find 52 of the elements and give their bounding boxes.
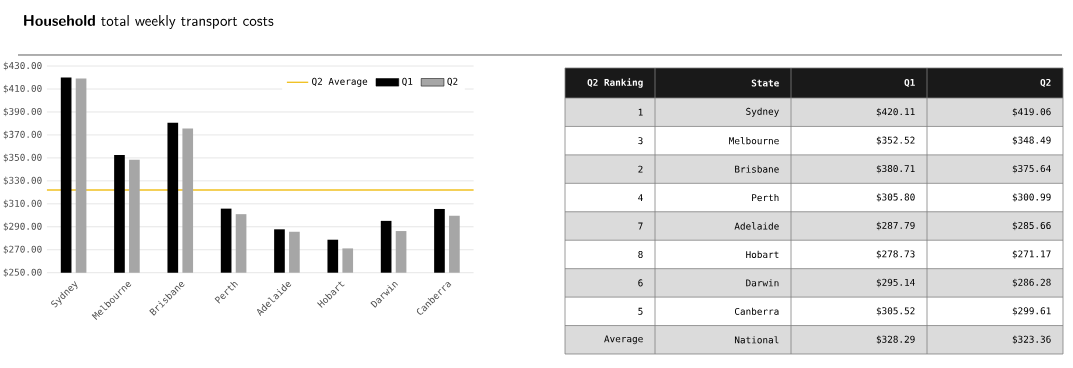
text: $287.79: [876, 221, 915, 231]
y-tick-label: $370.00: [3, 130, 42, 140]
text: $271.17: [1012, 250, 1051, 259]
text: Melbourne: [729, 137, 779, 145]
y-tick-label: $350.00: [3, 153, 42, 163]
y-tick-label: $290.00: [3, 222, 42, 232]
text: Q2: [1040, 78, 1051, 88]
legend-label: Q1: [402, 77, 413, 86]
text: $420.11: [876, 107, 915, 117]
y-tick-label: $430.00: [3, 61, 42, 71]
text: National: [734, 336, 779, 344]
text: State: [751, 79, 779, 87]
text: $299.61: [1012, 307, 1051, 316]
text: $285.66: [1012, 221, 1051, 231]
text: Brisbane: [735, 165, 779, 173]
text: Average: [604, 335, 643, 345]
y-tick-label: $270.00: [3, 245, 42, 254]
text: $348.49: [1012, 136, 1051, 145]
text: $305.52: [876, 307, 915, 316]
text: Adelaide: [734, 222, 779, 230]
text: 5: [638, 307, 643, 315]
y-tick-label: $250.00: [3, 268, 42, 277]
text: $375.64: [1012, 164, 1051, 174]
text: $328.29: [876, 335, 915, 345]
text: 3: [638, 137, 643, 145]
text: $419.06: [1012, 107, 1051, 117]
text: 4: [638, 194, 643, 201]
legend-label: Q2 Average: [312, 77, 368, 87]
y-tick-label: $330.00: [3, 176, 42, 186]
text: Hobart: [746, 250, 779, 259]
text: $380.71: [876, 164, 915, 174]
text: $305.80: [876, 193, 915, 202]
y-tick-label: $310.00: [3, 199, 42, 209]
text: $295.14: [876, 278, 915, 288]
text: Sydney: [746, 107, 779, 117]
text: 7: [638, 222, 643, 230]
text: 1: [638, 108, 643, 116]
y-tick-label: $390.00: [3, 107, 42, 117]
y-tick-label: $410.00: [3, 84, 42, 94]
text: $323.36: [1012, 335, 1051, 345]
text: Q2 Ranking: [587, 78, 643, 88]
text: $278.73: [876, 250, 915, 259]
text: 6: [638, 279, 643, 287]
text: $300.99: [1012, 193, 1051, 202]
legend-label: Q2: [447, 77, 458, 86]
text: 2: [638, 165, 643, 173]
text: 8: [638, 250, 643, 258]
text: Q1: [904, 78, 915, 88]
text: Perth: [752, 193, 779, 202]
text: $286.28: [1012, 278, 1051, 288]
text: $352.52: [876, 136, 915, 145]
chart-title: Household total weekly transport costs: [24, 15, 274, 29]
